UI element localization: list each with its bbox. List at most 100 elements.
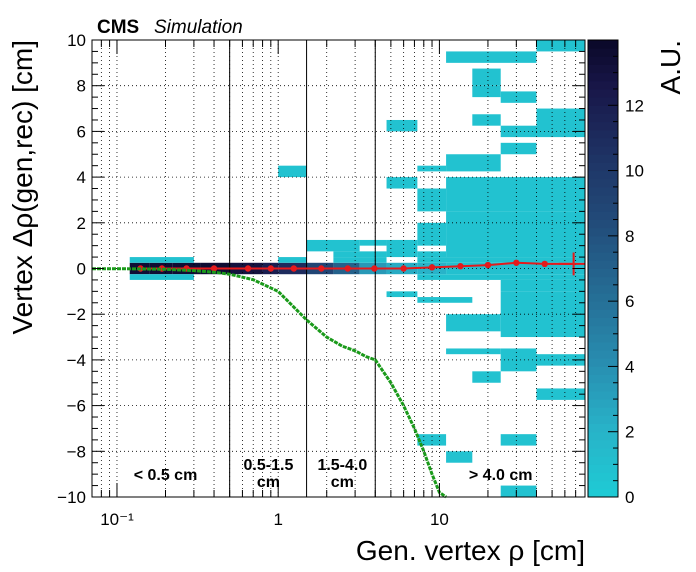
palette-band <box>588 382 618 392</box>
heatmap-cell <box>446 314 501 332</box>
profile-point <box>344 265 351 272</box>
heatmap-cell <box>386 177 418 189</box>
profile-point <box>210 265 218 272</box>
heatmap-cell <box>333 251 387 258</box>
y-tick-label: 0 <box>77 260 86 279</box>
heatmap-cell <box>386 239 418 258</box>
palette-band <box>588 325 618 335</box>
z-tick-label: 10 <box>625 162 644 181</box>
palette-band <box>588 431 618 441</box>
y-tick-label: 4 <box>77 168 86 187</box>
heatmap-cell <box>446 154 501 172</box>
palette-band <box>588 195 618 204</box>
profile-point <box>267 265 275 272</box>
profile-point <box>428 264 436 271</box>
palette-band <box>588 80 618 90</box>
palette-band <box>588 252 618 261</box>
x-tick-label: 1 <box>273 510 282 529</box>
heatmap-cell <box>417 251 447 258</box>
palette-band <box>588 472 618 482</box>
palette-band <box>588 350 618 359</box>
palette-band <box>588 211 618 221</box>
heatmap-cell <box>417 257 585 263</box>
y-axis-title: Vertex Δρ(gen,rec) [cm] <box>7 40 38 335</box>
profile-point <box>400 265 407 272</box>
palette-band <box>588 235 618 245</box>
y-tick-label: 2 <box>77 214 86 233</box>
heatmap-cell <box>500 279 585 292</box>
heatmap-cell <box>536 388 585 400</box>
z-tick-label: 8 <box>625 227 634 246</box>
palette-band <box>588 276 618 286</box>
palette-band <box>588 464 618 474</box>
palette-band <box>588 309 618 318</box>
palette-band <box>588 146 618 155</box>
profile-point <box>290 265 298 272</box>
palette-band <box>588 40 618 49</box>
heatmap-cell <box>500 91 537 103</box>
heatmap-cell <box>446 177 585 212</box>
palette-band <box>588 105 618 114</box>
region-label: 1.5-4.0 <box>317 457 367 474</box>
palette-band <box>588 390 618 400</box>
heatmap-cell <box>472 68 501 86</box>
heatmap-cell <box>500 142 537 155</box>
color-palette: 0 2 4 6 8 10 12 <box>587 39 644 507</box>
heatmap-cell <box>472 85 501 98</box>
palette-band <box>588 162 618 172</box>
heatmap-cell <box>417 188 447 212</box>
palette-band <box>588 154 618 163</box>
x-axis-title: Gen. vertex ρ [cm] <box>356 535 585 566</box>
heatmap-cell <box>333 257 387 263</box>
data-series <box>92 252 585 499</box>
palette-band <box>588 244 618 253</box>
tick-labels: −10 −8 −6 −4 −2 0 2 4 6 8 10 10⁻¹ 1 10 <box>57 31 449 529</box>
heatmap-cell <box>500 291 585 338</box>
heatmap-cell <box>446 451 473 463</box>
z-axis-title: A.U. <box>655 40 686 94</box>
profile-point <box>484 261 492 269</box>
heatmap-cell <box>446 51 537 63</box>
heatmap-cell <box>386 291 418 298</box>
palette-band <box>588 341 618 351</box>
experiment-label: CMS <box>97 17 139 38</box>
palette-band <box>588 366 618 376</box>
heatmap-cells <box>129 40 585 497</box>
y-tick-label: 8 <box>77 77 86 96</box>
palette-band <box>588 64 618 74</box>
heatmap-cell <box>306 239 360 252</box>
heatmap-cell <box>500 434 537 446</box>
palette-band <box>588 301 618 310</box>
y-tick-label: 6 <box>77 122 86 141</box>
palette-band <box>588 374 618 384</box>
heatmap-cell <box>278 165 307 178</box>
profile-point <box>318 265 325 272</box>
simulation-label: Simulation <box>154 17 243 38</box>
profile-point <box>244 265 252 272</box>
heatmap-cell <box>278 257 307 263</box>
palette-band <box>588 219 618 229</box>
z-tick-label: 12 <box>625 96 644 115</box>
heatmap-cell <box>417 274 585 280</box>
heatmap-cell <box>446 211 585 258</box>
palette-band <box>588 415 618 425</box>
palette-band <box>588 97 618 106</box>
palette-band <box>588 186 618 196</box>
heatmap-cell <box>472 114 501 126</box>
heatmap-cell <box>446 348 501 355</box>
heatmap-cell <box>536 40 585 52</box>
palette-band <box>588 113 618 123</box>
region-label: 0.5-1.5 <box>244 457 294 474</box>
palette-band <box>588 170 618 180</box>
z-tick-label: 4 <box>625 357 634 376</box>
palette-band <box>588 488 618 498</box>
palette-band <box>588 227 618 237</box>
palette-band <box>588 72 618 82</box>
heatmap-cell <box>500 125 537 138</box>
palette-band <box>588 178 618 188</box>
palette-band <box>588 88 618 98</box>
x-tick-label: 10 <box>430 510 449 529</box>
y-tick-label: −2 <box>67 305 86 324</box>
